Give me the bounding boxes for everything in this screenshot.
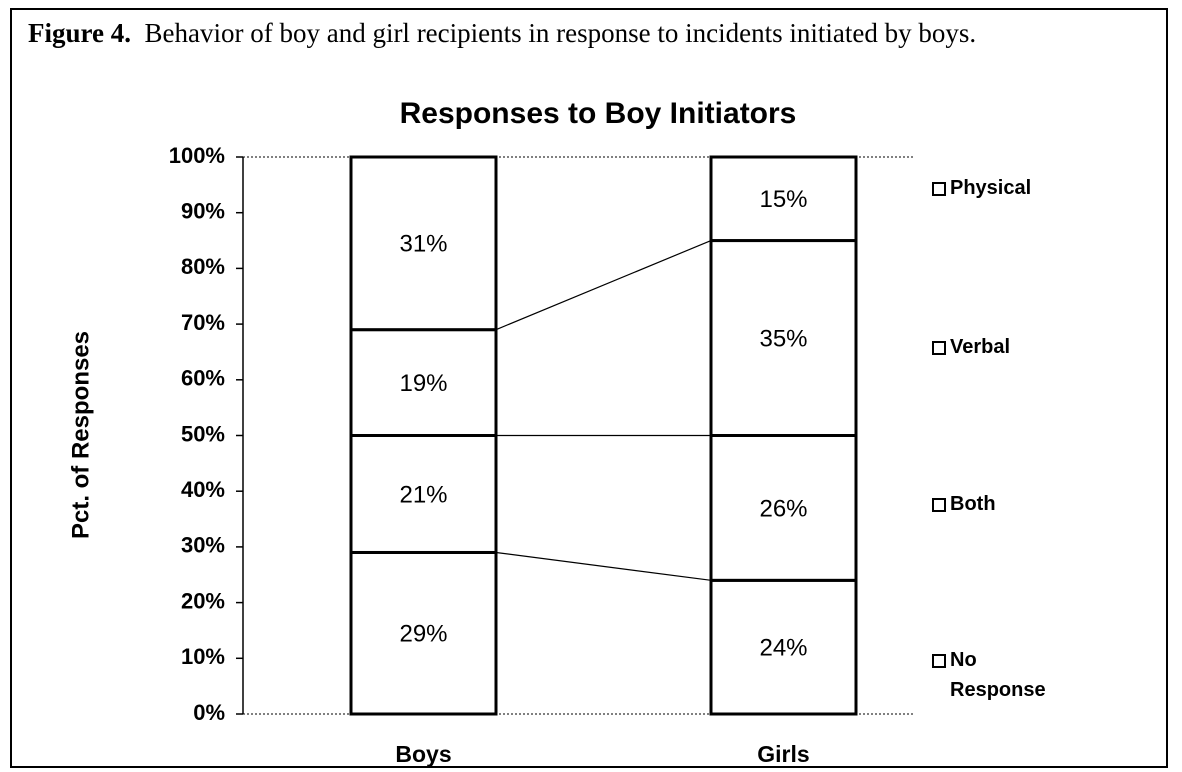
caption-label: Figure 4. (28, 18, 131, 48)
y-tick-label: 40% (181, 477, 225, 502)
caption: Figure 4. Behavior of boy and girl recip… (28, 18, 976, 49)
bar-segment (349, 155, 498, 332)
value-label: 19% (399, 370, 447, 397)
y-tick-label: 80% (181, 254, 225, 279)
value-label: 21% (399, 481, 447, 508)
legend-item: Verbal (932, 336, 1070, 362)
y-tick-label: 60% (181, 366, 225, 391)
legend-swatch (932, 341, 946, 355)
y-tick-label: 20% (181, 588, 225, 613)
caption-text: Behavior of boy and girl recipients in r… (144, 18, 977, 48)
connector-line (495, 239, 712, 331)
y-tick-label: 90% (181, 199, 225, 224)
legend-label: Both (950, 493, 996, 515)
frame (10, 8, 1168, 768)
value-label: 31% (399, 231, 447, 258)
y-tick-label: 100% (169, 143, 225, 168)
x-tick-label: Boys (395, 741, 451, 767)
legend-item: No Response (932, 649, 1070, 705)
value-label: 29% (399, 621, 447, 648)
bar-segment (709, 239, 858, 437)
y-axis-label: Pct. of Responses (67, 331, 94, 539)
value-label: 15% (759, 186, 807, 213)
y-tick-label: 50% (181, 421, 225, 446)
value-label: 24% (759, 635, 807, 662)
connector-line (495, 551, 712, 581)
legend-label: Physical (950, 177, 1032, 199)
legend-swatch (932, 182, 946, 196)
x-tick-label: Girls (757, 741, 809, 767)
bar-segment (349, 434, 498, 554)
chart-title: Responses to Boy Initiators (400, 97, 797, 130)
bar-segment (709, 434, 858, 582)
bar-segment (349, 328, 498, 438)
legend-swatch (932, 654, 946, 668)
legend-swatch (932, 498, 946, 512)
value-label: 26% (759, 495, 807, 522)
y-tick-label: 10% (181, 644, 225, 669)
y-tick-label: 70% (181, 310, 225, 335)
legend-item: Physical (932, 177, 1070, 203)
value-label: 35% (759, 325, 807, 352)
y-tick-label: 30% (181, 533, 225, 558)
legend-item: Both (932, 493, 1070, 519)
y-tick-label: 0% (193, 700, 225, 725)
legend-label: No Response (950, 649, 1046, 701)
legend-label: Verbal (950, 336, 1011, 358)
bar-segment (709, 155, 858, 243)
bar-segment (709, 578, 858, 716)
